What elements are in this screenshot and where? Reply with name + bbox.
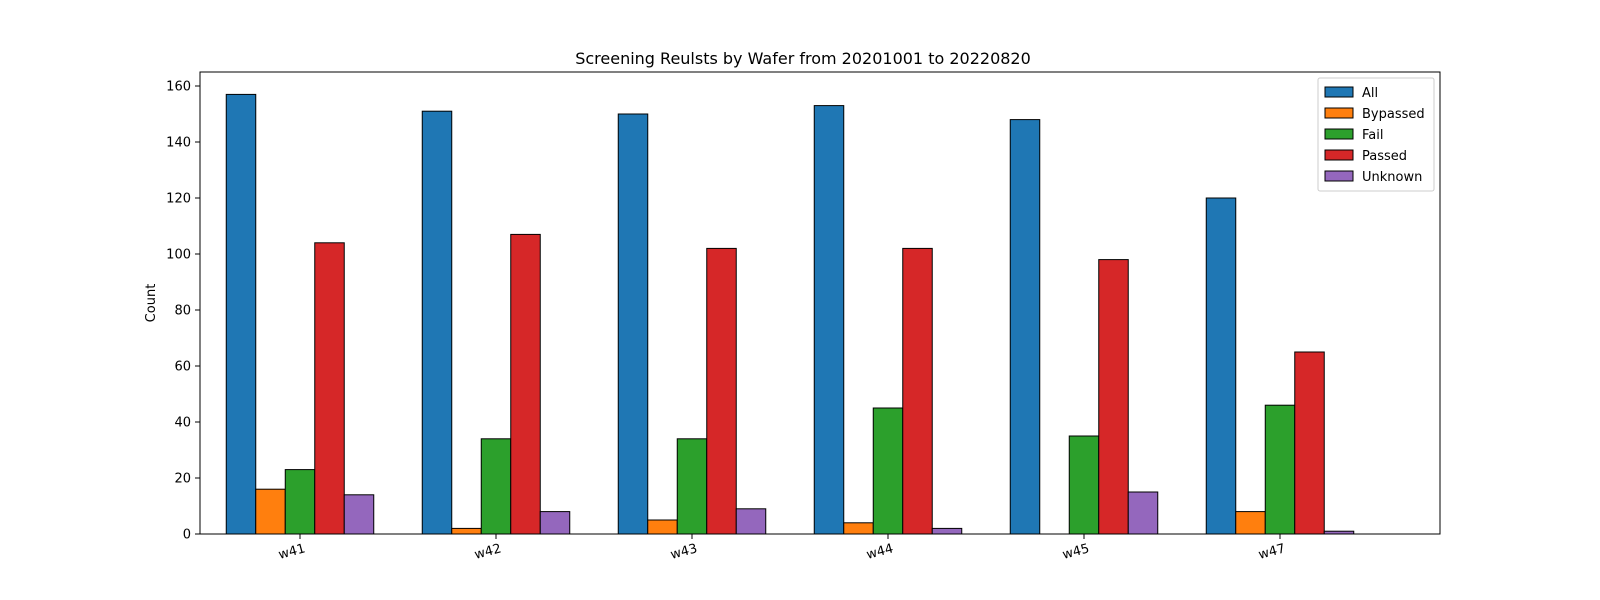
legend-swatch-bypassed (1324, 107, 1354, 119)
y-tick-label: 0 (183, 528, 191, 543)
bar-unknown-w41 (343, 494, 375, 535)
legend-swatch-fail (1324, 128, 1354, 140)
bars-layer (225, 93, 1355, 535)
bar-unknown-w44 (931, 527, 963, 535)
x-tick-label: w41 (277, 541, 307, 563)
y-tick-label: 40 (174, 416, 191, 431)
x-tick-label: w44 (865, 541, 895, 563)
bar-fail-w44 (872, 407, 904, 535)
y-tick-label: 80 (174, 304, 191, 319)
plot-frame (199, 71, 1441, 535)
bar-unknown-w43 (735, 508, 767, 535)
y-axis-label: Count (144, 284, 159, 323)
legend-swatch-passed (1324, 149, 1354, 161)
bar-unknown-w42 (539, 511, 571, 535)
legend-frame (1317, 77, 1435, 192)
bar-all-w43 (617, 113, 649, 535)
bar-passed-w44 (902, 247, 933, 535)
y-tick-label: 100 (166, 248, 191, 263)
bar-fail-w42 (480, 438, 512, 535)
bar-passed-w45 (1098, 259, 1129, 535)
bar-passed-w41 (314, 242, 345, 535)
bar-all-w45 (1009, 119, 1041, 535)
bar-passed-w47 (1294, 351, 1325, 535)
bar-bypassed-w44 (843, 522, 874, 535)
legend-swatch-unknown (1324, 170, 1354, 182)
bar-all-w41 (225, 93, 257, 535)
y-tick-label: 160 (166, 80, 191, 95)
x-tick-label: w43 (669, 541, 699, 563)
x-tick-label: w42 (473, 541, 503, 563)
legend-label-fail: Fail (1362, 128, 1383, 143)
legend: All Bypassed Fail Passed Unknown (1317, 77, 1435, 192)
x-tick-label: w45 (1061, 541, 1091, 563)
bar-unknown-w45 (1127, 491, 1159, 535)
bar-bypassed-w47 (1235, 511, 1266, 535)
legend-swatch-all (1324, 86, 1354, 98)
legend-label-passed: Passed (1362, 149, 1407, 164)
bar-fail-w47 (1264, 404, 1296, 535)
y-tick-label: 140 (166, 136, 191, 151)
bar-fail-w45 (1068, 435, 1100, 535)
bar-all-w44 (813, 105, 845, 535)
y-tick-label: 60 (174, 360, 191, 375)
bar-bypassed-w41 (255, 488, 286, 535)
chart-title: Screening Reulsts by Wafer from 20201001… (575, 49, 1031, 68)
bar-bypassed-w42 (451, 527, 482, 535)
y-tick-label: 120 (166, 192, 191, 207)
x-axis: w41 w42 w43 w44 w45 w47 (277, 534, 1287, 563)
bar-all-w42 (421, 110, 453, 535)
bar-passed-w43 (706, 247, 737, 535)
legend-label-all: All (1362, 86, 1378, 101)
bar-bypassed-w43 (647, 519, 678, 535)
y-tick-label: 20 (174, 472, 191, 487)
y-axis: 0 20 40 60 80 100 120 140 160 (166, 80, 200, 543)
bar-fail-w43 (676, 438, 708, 535)
legend-label-unknown: Unknown (1362, 170, 1422, 185)
bar-passed-w42 (510, 233, 541, 535)
legend-label-bypassed: Bypassed (1362, 107, 1425, 122)
bar-fail-w41 (284, 469, 316, 535)
x-tick-label: w47 (1257, 541, 1287, 563)
bar-all-w47 (1205, 197, 1237, 535)
